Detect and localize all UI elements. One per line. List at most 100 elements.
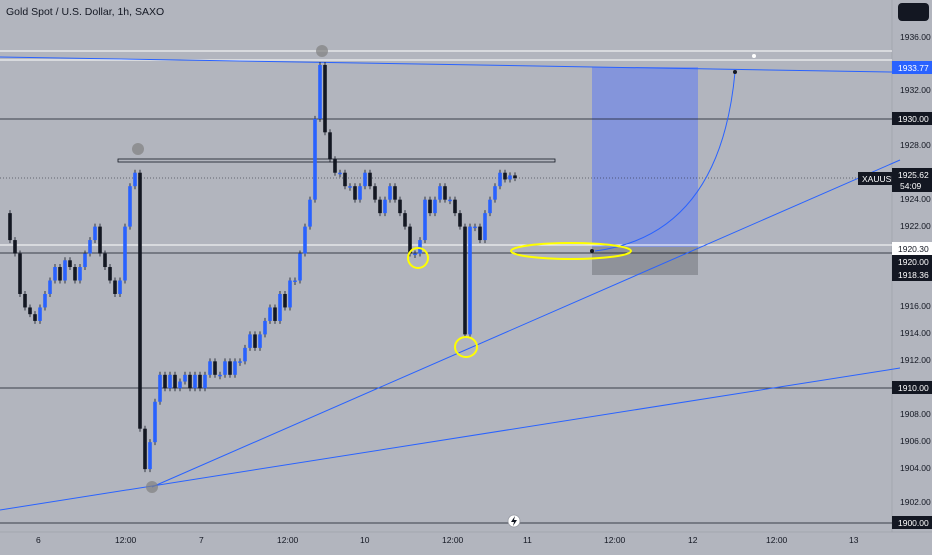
candle-body bbox=[438, 186, 442, 200]
price-tick: 1916.00 bbox=[900, 301, 931, 311]
time-tick: 13 bbox=[849, 535, 859, 545]
candle-body bbox=[253, 334, 257, 348]
trendline-top bbox=[0, 56, 893, 73]
price-tick: 1922.00 bbox=[900, 221, 931, 231]
price-tick: 1914.00 bbox=[900, 328, 931, 338]
candle-body bbox=[233, 361, 237, 375]
candle-body bbox=[248, 334, 252, 348]
candle-body bbox=[323, 64, 327, 133]
candle-body bbox=[263, 320, 267, 335]
candle-body bbox=[493, 186, 497, 200]
candle-body bbox=[48, 280, 52, 294]
candle-body bbox=[103, 253, 107, 268]
candle-body bbox=[363, 172, 367, 187]
candle-body bbox=[398, 199, 402, 214]
countdown-label: 54:09 bbox=[900, 181, 922, 191]
candle-body bbox=[313, 118, 317, 200]
candle-body bbox=[238, 361, 242, 363]
candle-body bbox=[453, 199, 457, 214]
candle-body bbox=[83, 253, 87, 268]
candle-body bbox=[373, 186, 377, 200]
candle-body bbox=[23, 293, 27, 308]
price-axis-ticks: 1936.00 1932.00 1928.00 1924.00 1922.00 … bbox=[900, 32, 931, 507]
candle-body bbox=[53, 267, 57, 281]
candle-body bbox=[153, 401, 157, 443]
candle-body bbox=[443, 186, 447, 200]
price-tag-label: 1900.00 bbox=[898, 518, 929, 528]
target-zone[interactable] bbox=[592, 67, 698, 247]
candle-body bbox=[258, 334, 262, 348]
candle-body bbox=[163, 374, 167, 389]
symbol-tag bbox=[858, 172, 892, 185]
stop-zone[interactable] bbox=[592, 247, 698, 275]
candle-body bbox=[498, 172, 502, 187]
candle-body bbox=[333, 159, 337, 173]
candlestick-series bbox=[8, 61, 517, 473]
candle-body bbox=[513, 175, 517, 179]
candle-body bbox=[503, 172, 507, 180]
candle-body bbox=[393, 186, 397, 200]
candle-body bbox=[283, 293, 287, 308]
candle-body bbox=[243, 347, 247, 362]
candle-body bbox=[488, 199, 492, 214]
candle-body bbox=[168, 374, 172, 389]
swing-high-marker-2 bbox=[132, 143, 144, 155]
projection-curve bbox=[594, 71, 736, 252]
candle-body bbox=[408, 226, 412, 254]
price-tick: 1936.00 bbox=[900, 32, 931, 42]
candle-body bbox=[148, 442, 152, 470]
price-tag-label: 1918.36 bbox=[898, 270, 929, 280]
candle-body bbox=[433, 199, 437, 214]
price-tag-label: 1920.00 bbox=[898, 257, 929, 267]
price-tag-1920-30 bbox=[892, 242, 932, 255]
time-tick: 7 bbox=[199, 535, 204, 545]
price-tag-1930 bbox=[892, 112, 932, 125]
price-tag-1933 bbox=[892, 61, 932, 74]
price-tag-label: 1933.77 bbox=[898, 63, 929, 73]
time-tick: 12 bbox=[688, 535, 698, 545]
candle-body bbox=[298, 253, 302, 281]
menu-button[interactable] bbox=[898, 3, 929, 21]
price-tick: 1912.00 bbox=[900, 355, 931, 365]
candle-body bbox=[58, 267, 62, 281]
price-tag-label: 1910.00 bbox=[898, 383, 929, 393]
candle-body bbox=[98, 226, 102, 254]
candle-body bbox=[428, 199, 432, 214]
candle-body bbox=[198, 374, 202, 389]
candle-body bbox=[183, 374, 187, 382]
symbol-label: XAUUSD bbox=[862, 174, 897, 184]
candle-body bbox=[123, 226, 127, 281]
candle-body bbox=[268, 307, 272, 321]
candle-body bbox=[358, 186, 362, 200]
candle-body bbox=[508, 175, 512, 180]
time-tick: 11 bbox=[523, 535, 532, 545]
price-tick: 1924.00 bbox=[900, 194, 931, 204]
chart-title: Gold Spot / U.S. Dollar, 1h, SAXO bbox=[6, 6, 165, 18]
candle-body bbox=[483, 213, 487, 241]
price-tick: 1908.00 bbox=[900, 409, 931, 419]
candle-body bbox=[128, 186, 132, 227]
candle-body bbox=[8, 213, 12, 241]
candle-body bbox=[378, 199, 382, 214]
candle-body bbox=[208, 361, 212, 375]
price-tick: 1902.00 bbox=[900, 497, 931, 507]
candle-body bbox=[73, 267, 77, 281]
candle-body bbox=[173, 374, 177, 389]
candle-body bbox=[328, 132, 332, 160]
candle-body bbox=[388, 186, 392, 200]
lightning-icon[interactable] bbox=[507, 514, 521, 528]
candle-body bbox=[338, 172, 342, 175]
price-tag-label: 1920.30 bbox=[898, 244, 929, 254]
time-tick: 12:00 bbox=[442, 535, 464, 545]
last-price-tag bbox=[892, 168, 932, 192]
trendline-support bbox=[151, 159, 901, 488]
candle-body bbox=[18, 253, 22, 294]
swing-high-marker bbox=[316, 45, 328, 57]
candle-body bbox=[293, 280, 297, 282]
candle-body bbox=[228, 361, 232, 375]
candle-body bbox=[203, 374, 207, 389]
price-tick: 1932.00 bbox=[900, 85, 931, 95]
candle-body bbox=[413, 253, 417, 256]
candle-body bbox=[418, 240, 422, 254]
